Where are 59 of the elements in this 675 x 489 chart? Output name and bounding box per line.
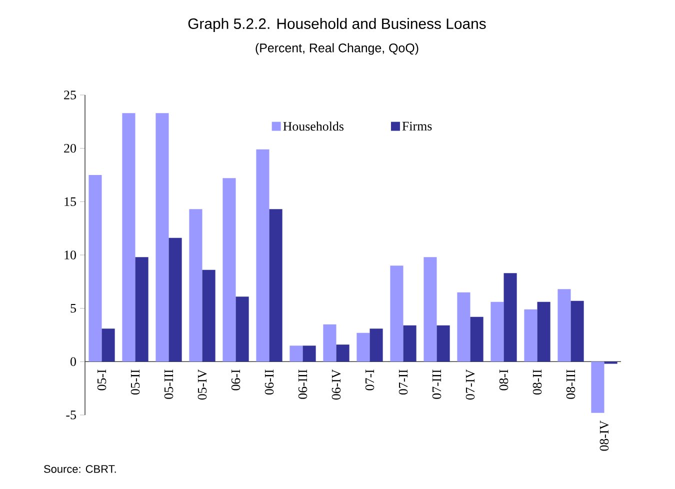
bar bbox=[222, 178, 236, 362]
bar bbox=[302, 346, 316, 362]
bar bbox=[490, 302, 504, 362]
y-tick-label: 20 bbox=[64, 144, 76, 153]
bar bbox=[88, 174, 102, 362]
bar bbox=[168, 238, 182, 362]
x-tick-label: 07-IV bbox=[466, 369, 475, 400]
legend-label: Firms bbox=[402, 122, 432, 130]
x-tick-label: 05-IV bbox=[198, 369, 207, 400]
bar bbox=[256, 149, 270, 362]
x-tick-label: 05-II bbox=[130, 370, 140, 395]
y-tick-label: 0 bbox=[70, 357, 76, 366]
bar bbox=[336, 344, 350, 362]
bar bbox=[202, 270, 216, 362]
bar bbox=[290, 346, 303, 362]
bar bbox=[436, 325, 450, 362]
bar bbox=[370, 328, 383, 362]
x-tick-label: 05-I bbox=[97, 370, 106, 390]
bar bbox=[323, 324, 336, 362]
y-tick-label: -5 bbox=[66, 410, 76, 420]
bar bbox=[390, 266, 404, 362]
bar bbox=[570, 300, 584, 362]
bar bbox=[524, 309, 538, 362]
bar bbox=[122, 113, 136, 362]
bar bbox=[457, 292, 470, 362]
bar bbox=[135, 257, 148, 362]
x-tick-label: 06-IV bbox=[332, 369, 341, 400]
x-tick-label: 08-II bbox=[532, 370, 542, 395]
bar bbox=[424, 257, 437, 362]
bar bbox=[356, 332, 370, 362]
x-tick-label: 06-III bbox=[298, 370, 308, 399]
chart-subtitle: (Percent, Real Change, QoQ) bbox=[256, 43, 418, 55]
x-tick-label: 08-I bbox=[499, 370, 508, 390]
source-note: Source: CBRT. bbox=[44, 465, 116, 473]
bar bbox=[189, 209, 202, 362]
x-tick-label: 08-III bbox=[566, 370, 576, 399]
bar bbox=[537, 302, 550, 362]
chart-title: Graph 5.2.2. Household and Business Loans bbox=[188, 18, 486, 32]
legend-label: Households bbox=[283, 122, 344, 131]
x-tick-label: 07-II bbox=[398, 370, 408, 395]
bar bbox=[591, 362, 604, 413]
x-tick-label: 05-III bbox=[164, 370, 174, 399]
x-tick-label: 06-I bbox=[231, 370, 240, 390]
y-tick-label: 15 bbox=[64, 197, 76, 206]
x-tick-label: 07-III bbox=[432, 370, 442, 399]
bar bbox=[403, 325, 416, 362]
x-tick-label: 06-II bbox=[264, 370, 274, 395]
bar bbox=[504, 273, 517, 362]
y-tick-label: 10 bbox=[64, 250, 76, 260]
bar bbox=[156, 113, 169, 362]
y-tick-label: 5 bbox=[70, 304, 76, 313]
bar bbox=[236, 296, 249, 362]
bar bbox=[269, 209, 282, 362]
bar bbox=[102, 328, 115, 362]
bar bbox=[558, 289, 571, 362]
x-tick-label: 07-I bbox=[365, 370, 374, 390]
y-tick-label: 25 bbox=[64, 90, 76, 100]
bar bbox=[470, 316, 484, 362]
x-tick-label: 08-IV bbox=[600, 420, 609, 451]
